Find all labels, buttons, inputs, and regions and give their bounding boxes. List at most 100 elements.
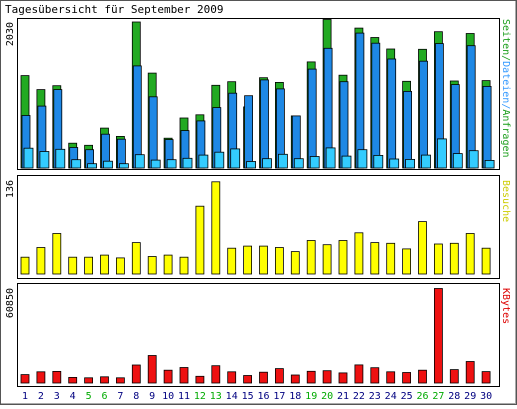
bar-dateien-25	[403, 91, 413, 169]
bar-besuche-20	[322, 244, 332, 275]
bar-besuche-23	[370, 242, 380, 275]
x-label-day-8: 8	[133, 391, 139, 402]
bar-besuche-9	[147, 256, 157, 275]
bar-dateien-19	[307, 68, 317, 169]
x-label-day-27: 27	[432, 391, 444, 402]
legend-visits: Besuche	[500, 180, 511, 222]
bar-kbytes-17	[274, 368, 284, 384]
x-label-day-22: 22	[353, 391, 365, 402]
bar-seiten-28	[452, 153, 463, 169]
bar-kbytes-22	[354, 364, 364, 384]
bar-seiten-30	[484, 159, 495, 169]
bar-kbytes-12	[195, 375, 205, 384]
bar-seiten-3	[55, 148, 66, 169]
bar-kbytes-18	[290, 374, 300, 384]
legend-requests: Seiten/Dateien/Anfragen	[500, 19, 511, 158]
bar-dateien-8	[132, 65, 142, 169]
bar-besuche-13	[211, 181, 221, 275]
chart-title: Tagesübersicht für September 2009	[5, 3, 224, 16]
bar-seiten-27	[436, 138, 447, 169]
bar-dateien-21	[339, 81, 349, 169]
bar-kbytes-7	[116, 377, 125, 384]
bar-besuche-18	[290, 251, 300, 275]
x-label-day-10: 10	[162, 391, 174, 402]
bar-seiten-20	[325, 147, 336, 169]
bar-besuche-15	[243, 245, 253, 275]
bar-kbytes-26	[418, 369, 427, 384]
bar-kbytes-19	[306, 370, 316, 384]
bar-besuche-6	[100, 254, 109, 275]
bar-besuche-3	[52, 233, 62, 275]
x-label-day-18: 18	[289, 391, 301, 402]
bar-seiten-1	[23, 147, 34, 169]
x-label-day-3: 3	[54, 391, 60, 402]
bar-kbytes-25	[402, 372, 412, 384]
bar-kbytes-6	[100, 376, 109, 384]
x-label-day-30: 30	[480, 391, 492, 402]
x-label-day-2: 2	[38, 391, 44, 402]
x-label-day-11: 11	[178, 391, 190, 402]
bar-seiten-6	[103, 160, 113, 169]
bar-besuche-27	[433, 243, 443, 275]
bar-seiten-8	[134, 154, 145, 169]
bar-besuche-21	[338, 240, 348, 275]
bar-kbytes-16	[259, 371, 268, 384]
bar-kbytes-24	[386, 371, 396, 384]
bar-seiten-5	[87, 163, 97, 169]
bar-besuche-26	[418, 221, 427, 275]
bar-seiten-11	[182, 157, 193, 169]
bar-kbytes-29	[465, 361, 475, 384]
bar-seiten-25	[405, 158, 416, 169]
bar-kbytes-9	[147, 355, 157, 384]
bar-kbytes-4	[68, 376, 78, 384]
bar-seiten-18	[293, 158, 304, 169]
ymax-label-kbytes: 60850	[5, 288, 16, 318]
bar-kbytes-5	[84, 377, 93, 384]
legend-seiten: Seiten	[500, 19, 511, 55]
bar-besuche-2	[36, 247, 46, 275]
legend-sep-1: /	[500, 55, 511, 61]
bar-kbytes-23	[370, 367, 380, 384]
x-label-day-29: 29	[464, 391, 476, 402]
x-label-day-1: 1	[22, 391, 28, 402]
bar-seiten-2	[39, 151, 50, 169]
bar-kbytes-14	[227, 371, 237, 384]
x-label-day-17: 17	[273, 391, 285, 402]
x-label-day-6: 6	[101, 391, 107, 402]
bar-kbytes-8	[131, 364, 141, 384]
bar-kbytes-15	[243, 375, 253, 384]
bar-besuche-16	[259, 245, 268, 275]
bar-seiten-12	[198, 154, 209, 169]
x-label-day-19: 19	[305, 391, 317, 402]
x-label-day-23: 23	[369, 391, 381, 402]
legend-dateien: Dateien	[500, 61, 511, 103]
legend-anfragen: Anfragen	[500, 109, 511, 157]
bar-seiten-9	[150, 159, 161, 169]
bar-kbytes-30	[481, 371, 491, 384]
bar-kbytes-21	[338, 372, 348, 384]
bar-seiten-21	[341, 155, 352, 169]
bar-seiten-23	[373, 154, 384, 169]
bar-kbytes-3	[52, 370, 62, 384]
legend-sep-2: /	[500, 103, 511, 109]
bar-seiten-7	[119, 163, 129, 169]
x-label-day-26: 26	[416, 391, 428, 402]
bar-kbytes-20	[322, 370, 332, 384]
x-label-day-5: 5	[86, 391, 92, 402]
bar-seiten-26	[421, 154, 431, 169]
x-label-day-25: 25	[401, 391, 413, 402]
bar-dateien-15	[244, 95, 254, 169]
x-label-day-21: 21	[337, 391, 349, 402]
bar-besuche-29	[465, 233, 475, 275]
bar-dateien-30	[482, 86, 492, 169]
x-label-day-28: 28	[448, 391, 460, 402]
bar-kbytes-2	[36, 371, 46, 384]
bar-seiten-29	[468, 150, 479, 169]
bar-besuche-14	[227, 247, 237, 275]
bar-seiten-13	[214, 151, 225, 169]
legend-kbytes: KBytes	[500, 288, 511, 324]
bar-dateien-29	[466, 45, 476, 169]
bar-seiten-14	[230, 148, 241, 169]
bar-seiten-24	[389, 158, 400, 169]
